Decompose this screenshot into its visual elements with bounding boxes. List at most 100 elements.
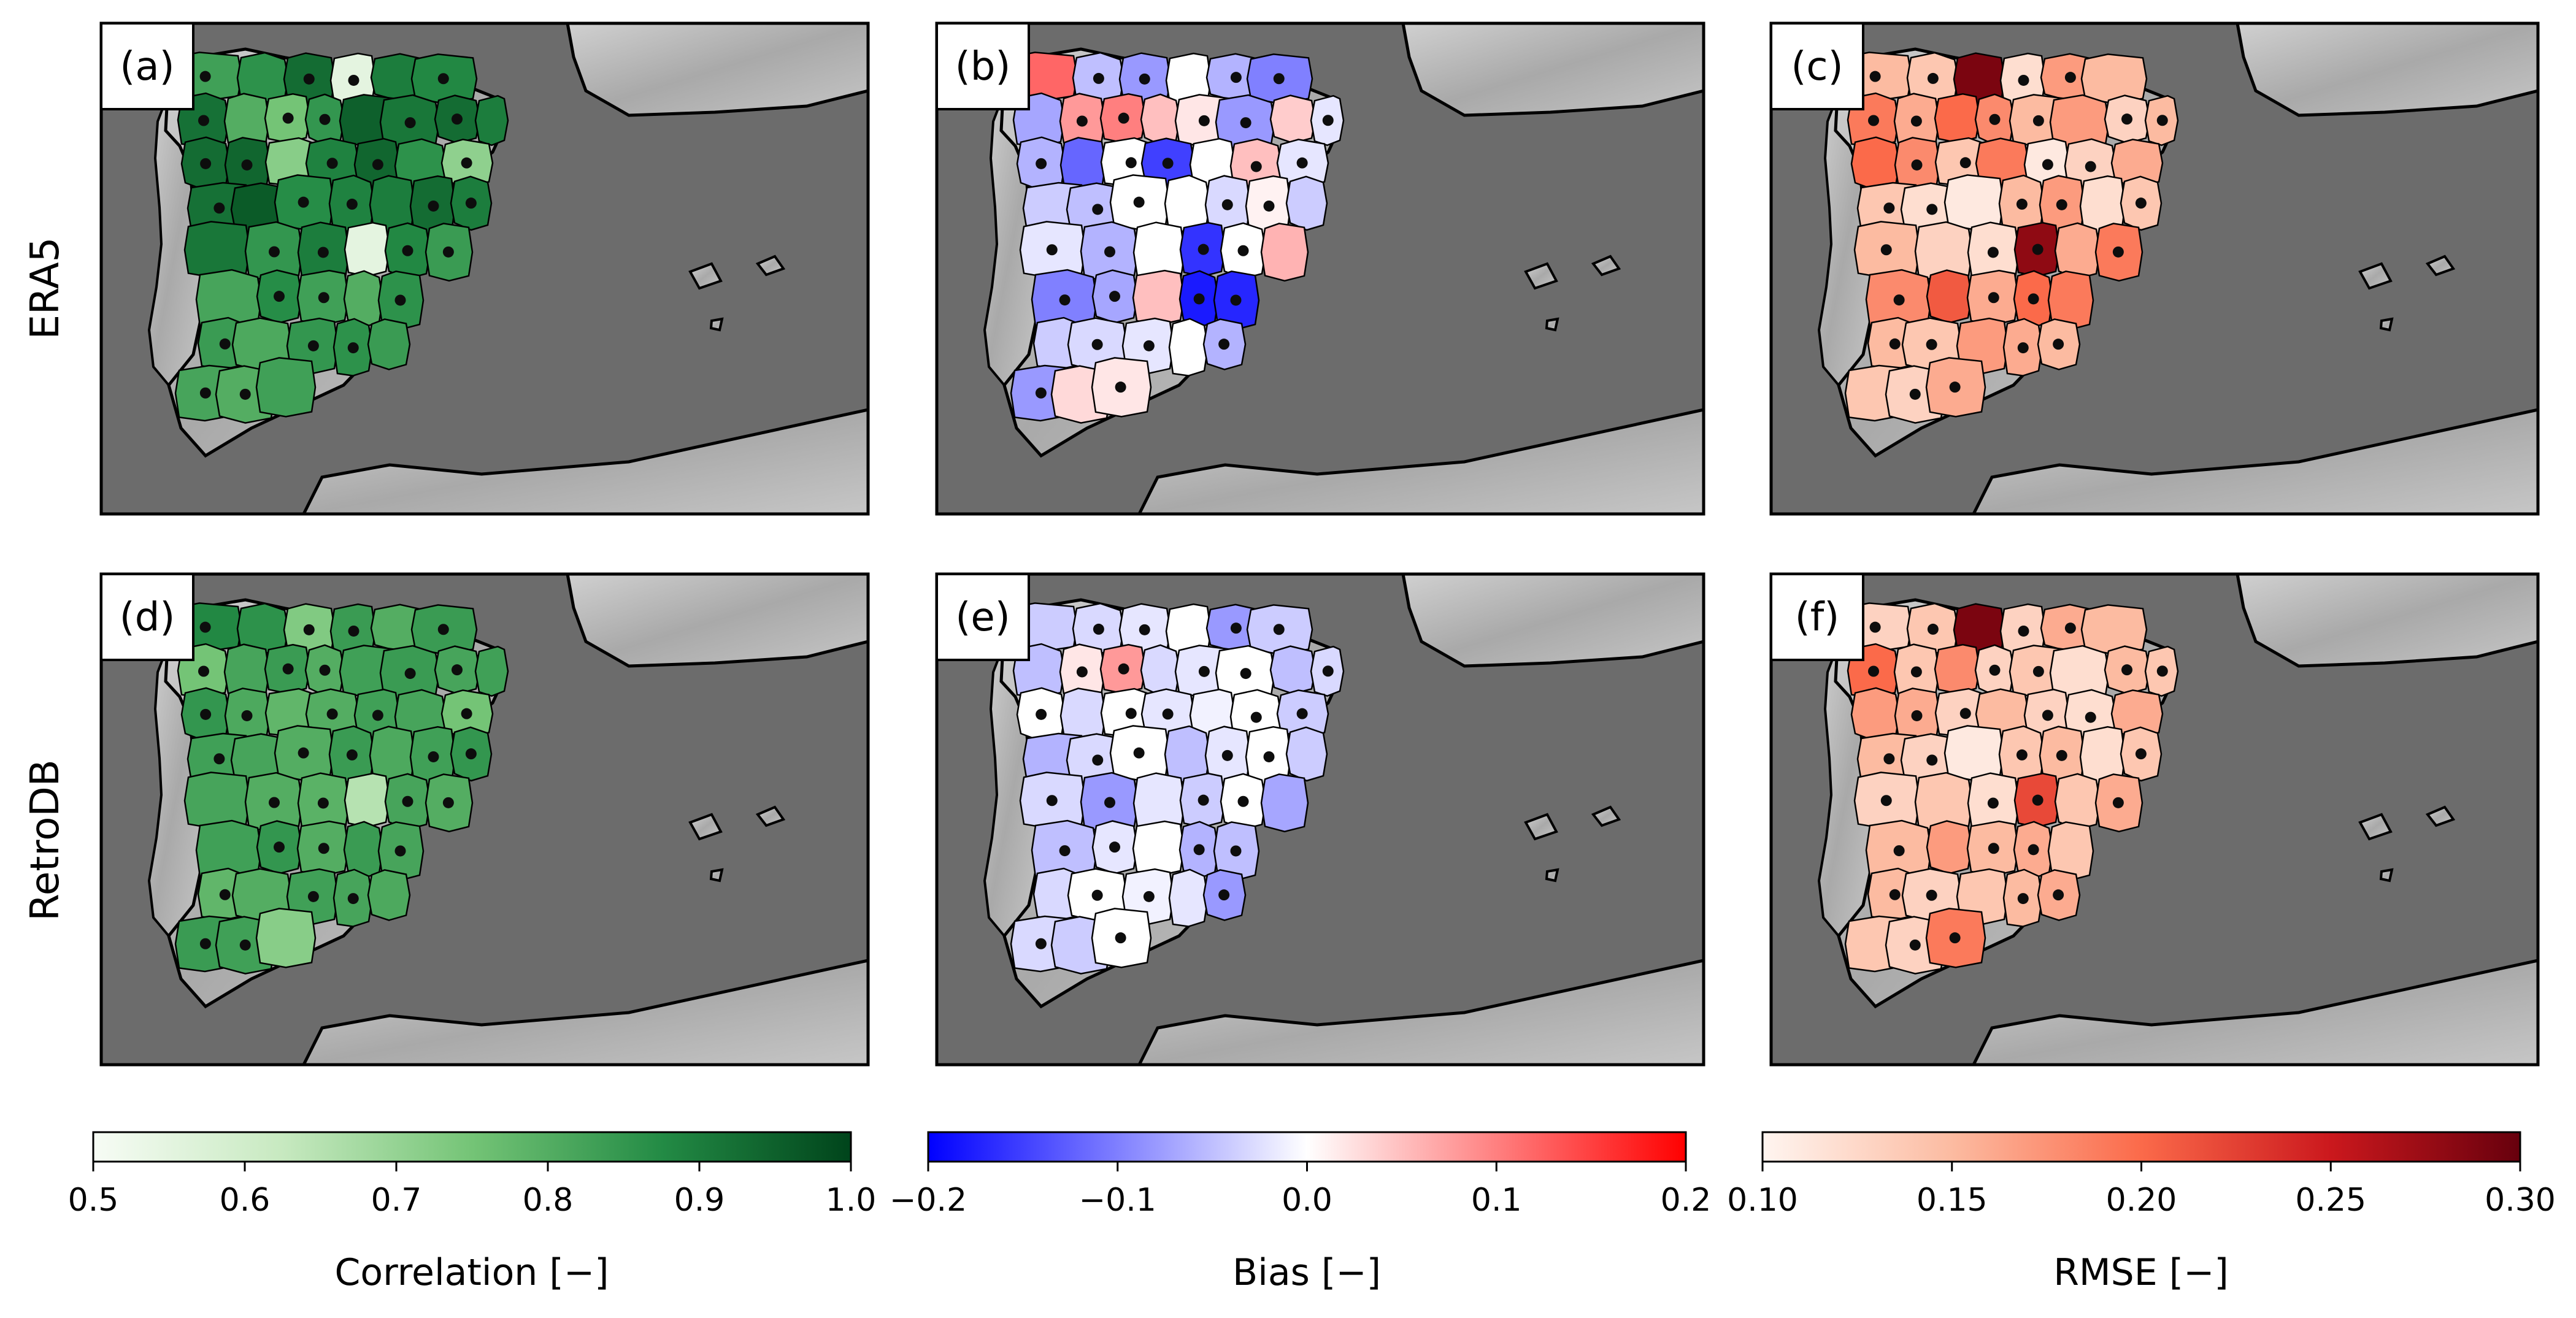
station-dot — [317, 797, 329, 809]
station-dot — [199, 71, 211, 82]
region-cell — [1926, 820, 1973, 875]
map-panel-d: (d) — [99, 572, 870, 1067]
map-panel-b: (b) — [935, 21, 1705, 516]
station-dot — [1230, 623, 1242, 634]
station-dot — [346, 749, 358, 761]
station-dot — [326, 708, 338, 720]
station-dot — [1104, 797, 1115, 808]
station-dot — [2053, 339, 2064, 350]
station-dot — [307, 891, 319, 902]
station-dot — [1093, 72, 1104, 84]
station-dot — [2112, 797, 2124, 808]
station-dot — [442, 797, 454, 808]
station-dot — [2121, 664, 2132, 676]
station-dot — [1910, 666, 1922, 678]
france-land — [2236, 21, 2540, 117]
map-panel-c: (c) — [1769, 21, 2540, 516]
station-dot — [1949, 381, 1961, 393]
station-dot — [1221, 749, 1233, 761]
region-cell — [1168, 868, 1209, 927]
region-cell — [1269, 94, 1317, 144]
station-dot — [1162, 158, 1174, 169]
station-dot — [1893, 294, 1905, 306]
colorbar-correlation-ticks: 0.5 0.6 0.7 0.8 0.9 1.0 — [68, 1162, 877, 1219]
station-dot — [1889, 889, 1901, 900]
station-dot — [1959, 708, 1971, 719]
station-dot — [372, 710, 383, 721]
island-2 — [709, 317, 724, 332]
station-dot — [402, 245, 413, 256]
station-dot — [1125, 708, 1137, 719]
region-cell — [255, 908, 317, 968]
region-cell — [2110, 689, 2164, 738]
station-dot — [1926, 754, 1938, 766]
island-0 — [688, 262, 723, 290]
colorbar-bias: −0.2 −0.1 0.0 0.1 0.2 Bias [−] — [890, 1131, 1711, 1294]
station-dot — [198, 115, 209, 126]
colorbar-tick-label: −0.2 — [890, 1182, 967, 1219]
island-1 — [755, 805, 786, 827]
panel-label: (f) — [1795, 595, 1839, 640]
station-dot — [1869, 621, 1881, 633]
station-dot — [1046, 244, 1058, 256]
station-dot — [452, 113, 463, 125]
station-dot — [1927, 623, 1939, 635]
region-cell — [1285, 726, 1328, 782]
station-dot — [2121, 113, 2132, 125]
station-dot — [404, 117, 416, 129]
station-dot — [200, 708, 212, 720]
station-dot — [241, 159, 253, 170]
panel-frame — [99, 21, 870, 516]
station-dot — [348, 74, 359, 86]
colorbar-tick-label: 0.0 — [1282, 1182, 1332, 1219]
station-dot — [1035, 938, 1047, 949]
map-panel-e: (e) — [935, 572, 1705, 1067]
region-cell — [183, 221, 251, 279]
station-dot — [1198, 665, 1210, 677]
station-dot — [1059, 845, 1071, 857]
station-dot — [1143, 891, 1155, 902]
station-dot — [1076, 666, 1088, 678]
map-panel-f: (f) — [1769, 572, 2540, 1067]
station-dot — [1125, 157, 1137, 169]
station-dot — [2042, 710, 2053, 721]
region-cell — [2080, 53, 2148, 104]
island-1 — [2425, 805, 2456, 827]
colorbar-bias-ticks: −0.2 −0.1 0.0 0.1 0.2 — [890, 1162, 1711, 1219]
station-dot — [1237, 245, 1249, 256]
colorbar-tick-label: 1.0 — [826, 1182, 877, 1219]
panel-label-box — [936, 22, 1030, 110]
region-cell — [343, 821, 384, 879]
region-cell — [343, 270, 384, 328]
station-dot — [2018, 625, 2029, 637]
station-dot — [394, 845, 406, 857]
station-dot — [1880, 244, 1892, 256]
colorbar-bias-label: Bias [−] — [1232, 1251, 1381, 1294]
station-dot — [2032, 243, 2043, 255]
region-cell — [1934, 643, 1981, 694]
station-dot — [274, 841, 285, 853]
station-dot — [1115, 381, 1126, 393]
colorbar-correlation-gradient — [92, 1131, 852, 1163]
station-dot — [1059, 294, 1071, 306]
island-0 — [2358, 813, 2393, 841]
panel-frame — [935, 572, 1705, 1067]
region-cell — [344, 772, 391, 828]
island-1 — [2425, 255, 2456, 277]
island-2 — [1545, 317, 1559, 332]
station-dot — [2032, 115, 2044, 126]
station-dot — [1869, 71, 1881, 82]
station-dot — [1109, 291, 1120, 302]
station-dot — [1909, 939, 1921, 951]
station-dot — [319, 113, 331, 125]
region-cell — [1926, 269, 1973, 324]
station-dot — [1198, 794, 1209, 806]
panel-frame — [935, 21, 1705, 516]
station-dot — [1092, 754, 1104, 766]
station-dot — [2018, 74, 2029, 86]
station-dot — [1911, 710, 1923, 721]
station-dot — [1115, 932, 1126, 944]
island-2 — [2379, 868, 2394, 883]
region-cell — [1132, 269, 1185, 326]
